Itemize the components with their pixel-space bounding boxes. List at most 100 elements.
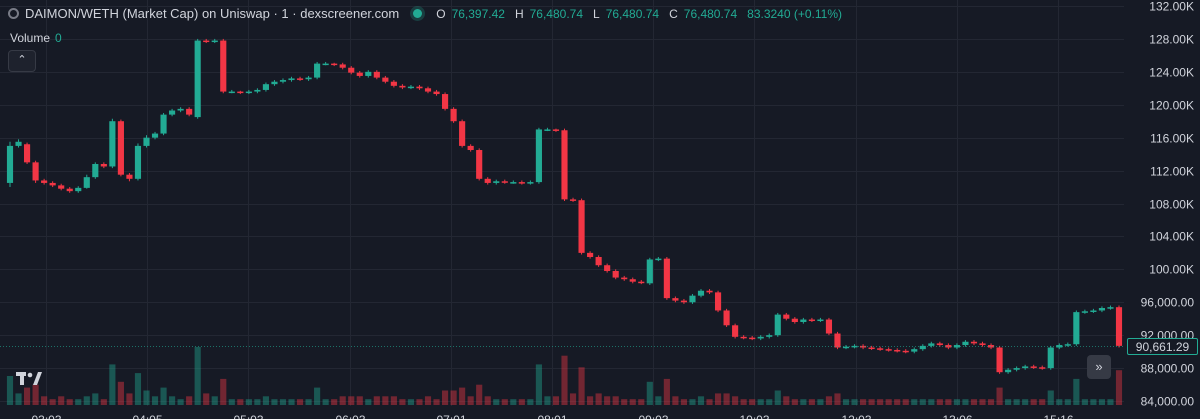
volume-bar	[595, 393, 602, 405]
candle-body	[484, 178, 491, 183]
candle-body	[535, 129, 542, 183]
volume-bar	[484, 396, 491, 405]
volume-bar	[842, 399, 850, 405]
candle-body	[41, 180, 48, 183]
candle-body	[1115, 307, 1123, 346]
candle-body	[32, 162, 39, 181]
volume-bar	[979, 399, 986, 405]
volume-bar	[962, 399, 969, 405]
volume-bar	[407, 399, 415, 405]
volume-bar	[15, 393, 22, 405]
candle-body	[416, 86, 423, 89]
candle-body	[749, 337, 756, 340]
candle-body	[953, 345, 960, 348]
candle-body	[518, 182, 525, 184]
volume-bar	[655, 396, 662, 405]
volume-bar	[109, 364, 116, 405]
candle-body	[740, 336, 747, 339]
volume-bar	[365, 399, 372, 405]
candle-body	[186, 108, 193, 115]
y-tick-label: 108.00K	[1149, 198, 1194, 212]
candle-body	[245, 91, 252, 94]
volume-bar	[902, 399, 909, 405]
volume-bar	[646, 381, 653, 405]
y-tick-label: 132.00K	[1149, 0, 1194, 14]
volume-bar	[41, 396, 48, 405]
volume-bar	[706, 399, 713, 405]
candle-body	[868, 347, 875, 350]
chevron-up-icon: ⌃	[17, 54, 27, 66]
volume-bar	[945, 399, 952, 405]
volume-bar	[936, 399, 943, 405]
candle-body	[834, 333, 841, 348]
candle-body	[467, 145, 474, 151]
volume-bar	[604, 396, 611, 405]
candle-body	[672, 298, 679, 301]
candle-body	[936, 343, 943, 346]
candle-body	[459, 121, 466, 146]
tradingview-logo-icon[interactable]	[16, 370, 42, 388]
candle-body	[49, 182, 56, 186]
volume-bar	[348, 396, 355, 405]
candle-body	[433, 91, 440, 95]
candle-body	[842, 346, 850, 349]
symbol-title[interactable]: DAIMON/WETH (Market Cap) on Uniswap · 1 …	[25, 6, 400, 21]
candle-body	[578, 200, 585, 253]
volume-bar	[800, 399, 807, 405]
volume-bar	[885, 399, 892, 405]
candle-body	[501, 181, 508, 183]
y-tick-label: 128.00K	[1149, 33, 1194, 47]
candle-body	[544, 129, 551, 131]
candle-body	[808, 319, 815, 322]
collapse-legend-button[interactable]: ⌃	[8, 50, 36, 72]
volume-bar	[1090, 399, 1097, 405]
volume-bar	[220, 378, 227, 405]
candle-body	[134, 145, 142, 179]
candle-body	[390, 81, 397, 86]
candle-body	[851, 345, 858, 348]
candle-body	[783, 314, 790, 319]
candle-body	[66, 188, 73, 192]
volume-bar	[254, 399, 261, 405]
volume-bar	[825, 396, 833, 405]
volume-bar	[399, 399, 406, 405]
volume-bar	[732, 396, 739, 405]
volume-bar	[441, 390, 449, 405]
candle-body	[587, 252, 594, 257]
candle-body	[1073, 312, 1080, 345]
candle-body	[621, 277, 628, 280]
volume-bar	[766, 399, 773, 405]
volume-bar	[92, 393, 99, 405]
ohlc-high-key: H	[514, 6, 524, 21]
volume-bar	[237, 399, 244, 405]
candle-body	[92, 164, 99, 178]
volume-bar	[194, 347, 201, 405]
candle-body	[732, 325, 739, 337]
volume-bar	[868, 399, 875, 405]
candle-body	[885, 349, 892, 351]
candle-body	[331, 63, 338, 66]
candle-body	[15, 141, 22, 146]
volume-bar	[160, 387, 167, 405]
candle-body	[237, 91, 244, 94]
x-tick-label: 09:03	[638, 413, 668, 419]
scroll-to-realtime-button[interactable]: »	[1087, 355, 1111, 379]
price-change: 83.3240 (+0.11%)	[747, 6, 843, 21]
candle-body	[697, 290, 705, 296]
candle-body	[1064, 344, 1071, 346]
volume-bar	[996, 387, 1003, 405]
volume-bar	[58, 396, 65, 405]
volume-label: Volume	[10, 31, 51, 45]
volume-bar	[783, 396, 790, 405]
volume-bar	[1081, 399, 1088, 405]
volume-bar	[1022, 399, 1029, 405]
candle-body	[1081, 311, 1088, 313]
volume-bar	[262, 396, 269, 405]
candle-body	[1030, 366, 1037, 368]
candle-body	[365, 71, 372, 76]
volume-bar	[970, 399, 978, 405]
volume-bar	[518, 399, 525, 405]
candle-body	[569, 199, 577, 201]
volume-bar	[697, 396, 705, 405]
